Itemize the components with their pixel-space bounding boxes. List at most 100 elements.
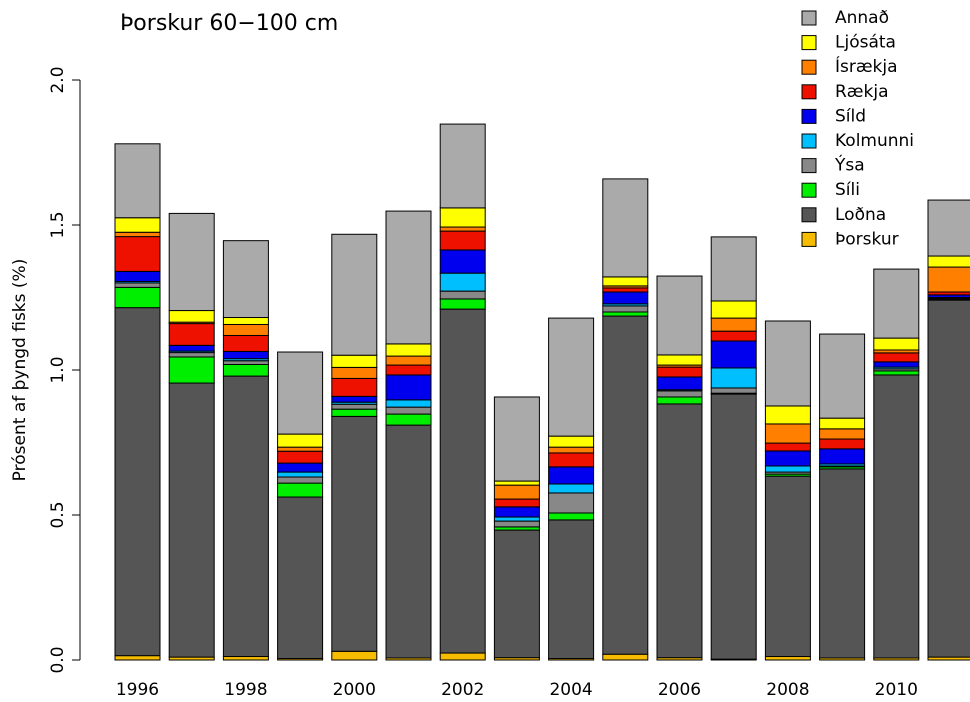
- bar-segment: [222, 656, 269, 661]
- legend-label: Síli: [835, 180, 860, 200]
- bar-segment: [277, 482, 324, 498]
- x-tick-label: 2006: [658, 680, 701, 700]
- bar-segment: [548, 466, 595, 485]
- bar-segment: [385, 399, 432, 408]
- bar-segment: [493, 498, 540, 508]
- bar-segment: [331, 377, 378, 397]
- bar-segment: [439, 652, 486, 661]
- legend-label: Þorskur: [835, 229, 899, 249]
- bar-segment: [114, 236, 161, 272]
- bar-segment: [277, 351, 324, 435]
- legend-swatch: [801, 59, 817, 75]
- bar-segment: [493, 506, 540, 518]
- bar-segment: [168, 382, 215, 658]
- bar-segment: [710, 393, 757, 660]
- legend-label: Rækja: [835, 82, 889, 102]
- x-tick-label: 1996: [116, 680, 159, 700]
- legend-swatch: [801, 10, 817, 26]
- bar-segment: [168, 323, 215, 346]
- bar-segment: [277, 476, 324, 484]
- bar-segment: [493, 516, 540, 522]
- legend-label: Kolmunni: [835, 131, 914, 151]
- bar-segment: [873, 337, 920, 351]
- bar-segment: [277, 496, 324, 660]
- bar-segment: [331, 408, 378, 417]
- legend-swatch: [801, 35, 817, 51]
- bar-segment: [602, 305, 649, 313]
- bar-segment: [114, 270, 161, 283]
- bar-segment: [819, 438, 866, 450]
- x-tick-label: 2000: [333, 680, 376, 700]
- legend-label: Loðna: [835, 205, 886, 225]
- bar-segment: [385, 374, 432, 401]
- bar-segment: [764, 423, 811, 444]
- bar-segment: [548, 492, 595, 514]
- bar-segment: [385, 413, 432, 426]
- bar-segment: [168, 356, 215, 384]
- bar-segment: [710, 330, 757, 342]
- x-tick-label: 2010: [875, 680, 918, 700]
- bar-segment: [710, 300, 757, 319]
- bar-segment: [114, 282, 161, 288]
- bar-segment: [602, 315, 649, 655]
- bar-segment: [819, 428, 866, 440]
- bar-segment: [548, 512, 595, 521]
- legend-swatch: [801, 133, 817, 149]
- bar-segment: [222, 375, 269, 658]
- bar-segment: [385, 406, 432, 415]
- bar-segment: [602, 291, 649, 305]
- bar-segment: [493, 480, 540, 486]
- bar-segment: [873, 361, 920, 368]
- bar-segment: [764, 320, 811, 407]
- bar-segment: [114, 143, 161, 219]
- bar-segment: [168, 344, 215, 352]
- bar-segment: [656, 275, 703, 356]
- bar-segment: [385, 343, 432, 357]
- bar-segment: [764, 475, 811, 658]
- bar-segment: [710, 340, 757, 369]
- bar-segment: [927, 266, 970, 293]
- bar-segment: [764, 450, 811, 467]
- y-tick-label: 2.0: [48, 66, 68, 93]
- bar-segment: [114, 655, 161, 661]
- bar-segment: [493, 529, 540, 659]
- y-tick-label: 0.0: [48, 646, 68, 673]
- bar-segment: [819, 417, 866, 430]
- bar-segment: [439, 308, 486, 654]
- bar-segment: [222, 334, 269, 352]
- bar-segment: [439, 226, 486, 232]
- bar-segment: [764, 442, 811, 452]
- x-tick-label: 2004: [549, 680, 592, 700]
- bar-segment: [222, 323, 269, 336]
- bar-segment: [819, 448, 866, 465]
- bar-segment: [602, 287, 649, 293]
- bar-segment: [764, 405, 811, 425]
- legend-swatch: [801, 84, 817, 100]
- bar-segment: [656, 403, 703, 659]
- bar-segment: [602, 276, 649, 287]
- legend-swatch: [801, 231, 817, 247]
- bar-segment: [331, 395, 378, 403]
- bar-segment: [656, 354, 703, 366]
- x-tick-label: 2002: [441, 680, 484, 700]
- bar-segment: [873, 352, 920, 363]
- bar-segment: [439, 272, 486, 292]
- bar-segment: [927, 299, 970, 658]
- bar-segment: [331, 233, 378, 356]
- bar-segment: [385, 355, 432, 366]
- bar-segment: [385, 424, 432, 659]
- bar-segment: [331, 650, 378, 661]
- bar-segment: [927, 255, 970, 268]
- bar-segment: [548, 435, 595, 448]
- bar-segment: [439, 249, 486, 274]
- bar-segment: [656, 376, 703, 391]
- bar-segment: [439, 207, 486, 228]
- bar-segment: [764, 465, 811, 473]
- bar-segment: [548, 519, 595, 660]
- legend-swatch: [801, 182, 817, 198]
- bar-segment: [114, 307, 161, 657]
- bar-segment: [222, 240, 269, 319]
- bar-segment: [222, 363, 269, 377]
- bar-segment: [819, 333, 866, 419]
